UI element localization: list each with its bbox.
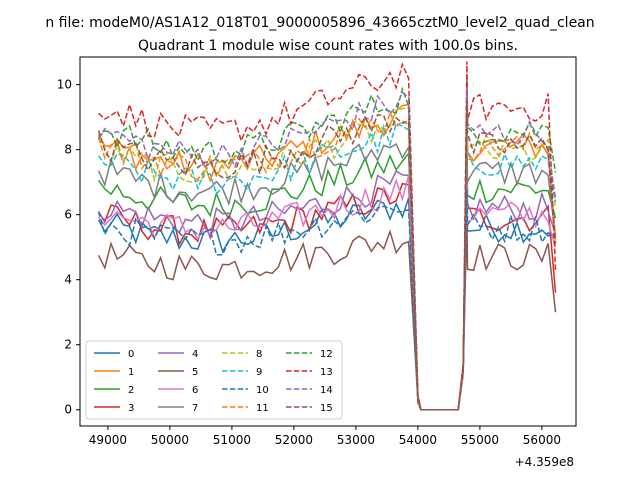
legend-label-2: 2 <box>128 385 134 396</box>
chart-title: Quadrant 1 module wise count rates with … <box>138 38 518 54</box>
legend-label-9: 9 <box>256 367 262 378</box>
series-line-7 <box>97 132 557 411</box>
legend-label-13: 13 <box>320 367 333 378</box>
series-line-6 <box>98 171 557 411</box>
x-tick-label-56000: 56000 <box>523 433 561 447</box>
legend-label-1: 1 <box>128 367 134 378</box>
y-tick-label-2: 2 <box>64 338 72 352</box>
y-tick-label-6: 6 <box>64 208 72 222</box>
series-line-14 <box>97 89 557 411</box>
x-tick-label-52000: 52000 <box>275 433 313 447</box>
series-line-11 <box>97 106 557 411</box>
legend-label-15: 15 <box>320 403 333 414</box>
legend-label-12: 12 <box>320 349 333 360</box>
legend-label-6: 6 <box>192 385 198 396</box>
series-line-15 <box>97 100 557 411</box>
series-line-10 <box>97 189 556 411</box>
series-line-13 <box>98 61 557 411</box>
y-tick-label-4: 4 <box>64 273 72 287</box>
legend-label-0: 0 <box>128 349 134 360</box>
legend-label-7: 7 <box>192 403 198 414</box>
x-offset-label: +4.359e8 <box>515 455 574 469</box>
x-tick-label-51000: 51000 <box>213 433 251 447</box>
plot-frame <box>79 56 577 427</box>
series-line-12 <box>98 79 557 411</box>
y-tick-label-10: 10 <box>57 78 72 92</box>
legend-label-8: 8 <box>256 349 262 360</box>
series-line-5 <box>97 214 557 411</box>
y-tick-label-0: 0 <box>64 403 72 417</box>
plot-area: 49000 50000 51000 52000 53000 54000 55000 56000… <box>57 56 577 469</box>
legend-label-3: 3 <box>128 403 134 414</box>
y-tick-label-8: 8 <box>64 143 72 157</box>
series-line-0 <box>97 187 556 411</box>
legend-label-10: 10 <box>256 385 269 396</box>
x-tick-label-55000: 55000 <box>461 433 499 447</box>
x-tick-label-50000: 50000 <box>151 433 189 447</box>
legend-label-4: 4 <box>192 349 198 360</box>
legend-label-5: 5 <box>192 367 198 378</box>
x-tick-label-49000: 49000 <box>89 433 127 447</box>
series-line-9 <box>97 111 557 411</box>
legend-label-14: 14 <box>320 385 333 396</box>
x-tick-label-53000: 53000 <box>337 433 375 447</box>
legend-label-11: 11 <box>256 403 269 414</box>
x-tick-label-54000: 54000 <box>399 433 437 447</box>
chart-suptitle: n file: modeM0/AS1A12_018T01_9000005896_… <box>45 15 594 31</box>
legend-box <box>85 340 343 420</box>
